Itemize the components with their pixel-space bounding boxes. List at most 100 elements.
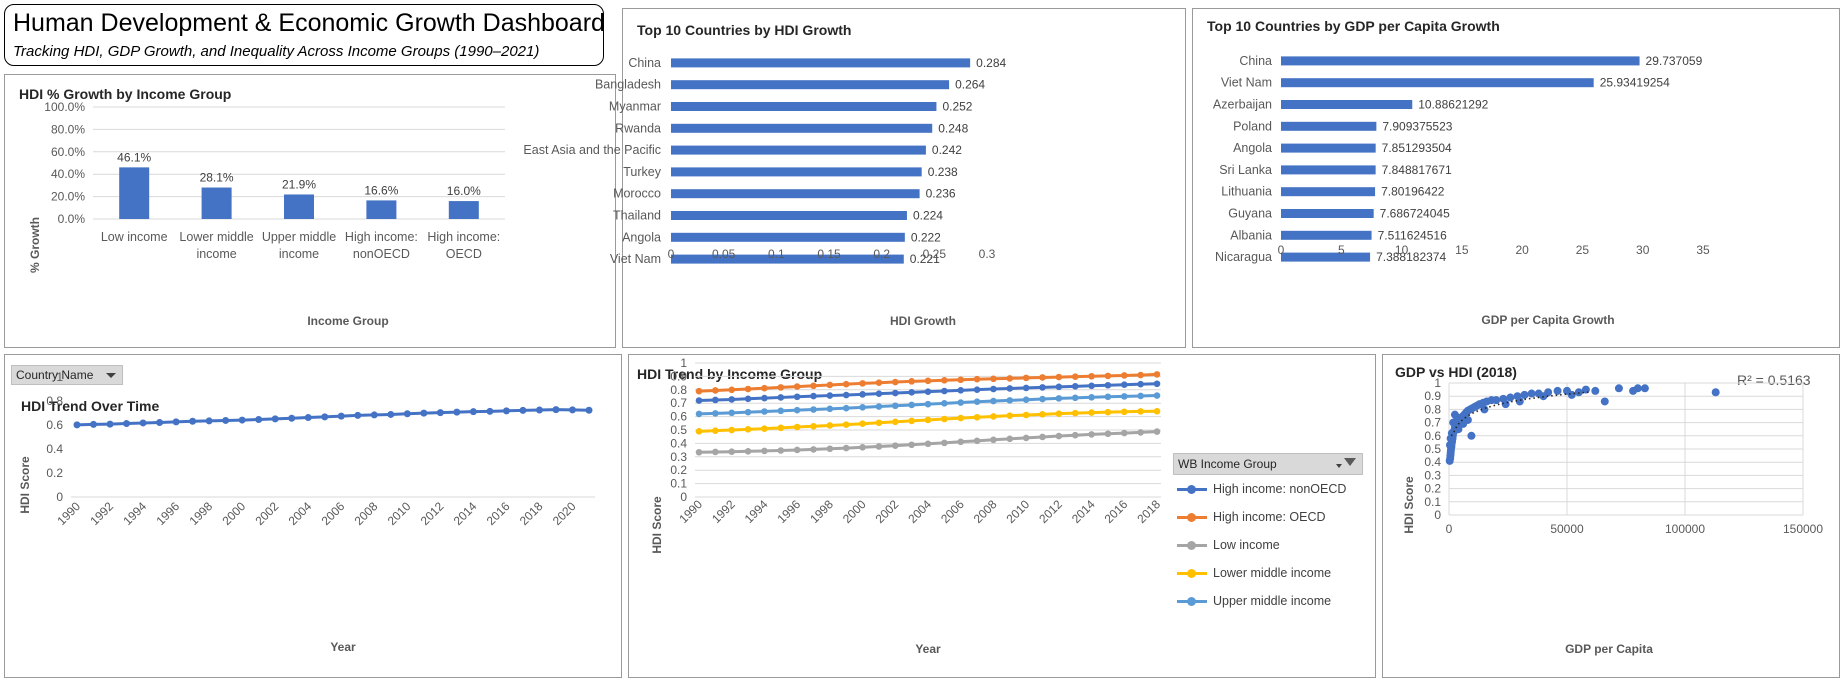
data-point[interactable] [420,409,428,417]
data-point[interactable] [1071,431,1079,439]
bar[interactable] [366,200,397,219]
data-point[interactable] [486,407,494,415]
data-point[interactable] [1022,396,1030,404]
data-point[interactable] [891,418,899,426]
data-point[interactable] [924,388,932,395]
data-point[interactable] [712,410,719,417]
data-point[interactable] [304,414,312,422]
bar[interactable] [1281,56,1640,66]
data-point[interactable] [793,446,801,454]
data-point[interactable] [568,406,576,414]
legend-item[interactable]: High income: nonOECD [1173,475,1363,503]
data-point[interactable] [1071,373,1079,380]
data-point[interactable] [924,416,932,424]
data-point[interactable] [337,412,345,420]
bar[interactable] [1281,209,1374,218]
data-point[interactable] [255,415,263,423]
data-point[interactable] [793,383,801,390]
hdi-growth-income-panel[interactable]: HDI % Growth by Income Group % Growth In… [4,74,616,348]
data-point[interactable] [1137,429,1144,436]
bar[interactable] [671,189,920,199]
data-point[interactable] [1022,411,1030,419]
data-point[interactable] [957,387,965,394]
data-point[interactable] [859,420,866,428]
data-point[interactable] [891,378,899,386]
data-point[interactable] [777,407,785,415]
data-point[interactable] [990,436,997,444]
data-point[interactable] [1055,395,1063,402]
data-point[interactable] [793,406,801,414]
data-point[interactable] [957,399,965,406]
data-point[interactable] [1449,418,1458,427]
data-point[interactable] [924,377,932,385]
data-point[interactable] [826,392,834,399]
data-point[interactable] [1071,394,1079,402]
data-point[interactable] [1022,374,1030,382]
data-point[interactable] [1515,397,1524,406]
data-point[interactable] [891,389,899,397]
data-point[interactable] [1039,395,1046,403]
data-point[interactable] [1153,428,1161,435]
data-point[interactable] [695,387,703,395]
data-point[interactable] [139,419,147,427]
data-point[interactable] [1153,407,1161,415]
bar[interactable] [671,254,904,264]
data-point[interactable] [1614,384,1623,393]
data-point[interactable] [810,392,817,400]
data-point[interactable] [1445,441,1454,450]
data-point[interactable] [1640,384,1649,393]
data-point[interactable] [288,414,296,422]
data-point[interactable] [1520,390,1529,399]
data-point[interactable] [744,408,752,416]
data-point[interactable] [744,395,752,403]
data-point[interactable] [875,443,883,450]
data-point[interactable] [1088,394,1095,401]
data-point[interactable] [1104,408,1112,416]
data-point[interactable] [712,387,719,394]
bar[interactable] [671,80,950,90]
data-point[interactable] [1492,396,1501,405]
data-point[interactable] [924,440,932,448]
country-name-filter[interactable]: Country Name [11,365,123,385]
data-point[interactable] [924,400,932,408]
legend-item[interactable]: Upper middle income [1173,587,1363,615]
data-point[interactable] [1055,410,1063,417]
data-point[interactable] [941,376,948,384]
data-point[interactable] [875,379,883,386]
data-point[interactable] [1055,373,1063,381]
data-point[interactable] [941,439,948,447]
bar[interactable] [671,211,907,220]
data-point[interactable] [728,386,736,394]
data-point[interactable] [842,444,850,452]
data-point[interactable] [826,405,834,413]
data-point[interactable] [859,443,866,451]
data-point[interactable] [1104,372,1112,380]
data-point[interactable] [712,427,719,434]
data-point[interactable] [1120,393,1128,400]
bar[interactable] [671,167,922,177]
data-point[interactable] [321,413,329,421]
data-point[interactable] [1006,412,1014,419]
top10-hdi-panel[interactable]: Top 10 Countries by HDI Growth HDI Growt… [523,8,1186,348]
data-point[interactable] [695,428,703,435]
data-point[interactable] [1711,388,1720,397]
data-point[interactable] [1088,382,1095,390]
data-point[interactable] [859,380,866,387]
legend-item[interactable]: Lower middle income [1173,559,1363,587]
data-point[interactable] [90,420,98,428]
data-point[interactable] [761,447,768,455]
bar[interactable] [671,123,933,133]
data-point[interactable] [1153,392,1161,399]
data-point[interactable] [761,425,768,432]
data-point[interactable] [1137,392,1144,400]
data-point[interactable] [370,411,378,419]
data-point[interactable] [728,396,736,403]
bar[interactable] [1281,78,1594,88]
data-point[interactable] [1039,384,1046,391]
data-point[interactable] [810,422,817,430]
data-point[interactable] [1137,371,1144,379]
data-point[interactable] [761,394,768,402]
data-point[interactable] [73,421,81,429]
data-point[interactable] [1120,408,1128,416]
data-point[interactable] [973,386,981,393]
